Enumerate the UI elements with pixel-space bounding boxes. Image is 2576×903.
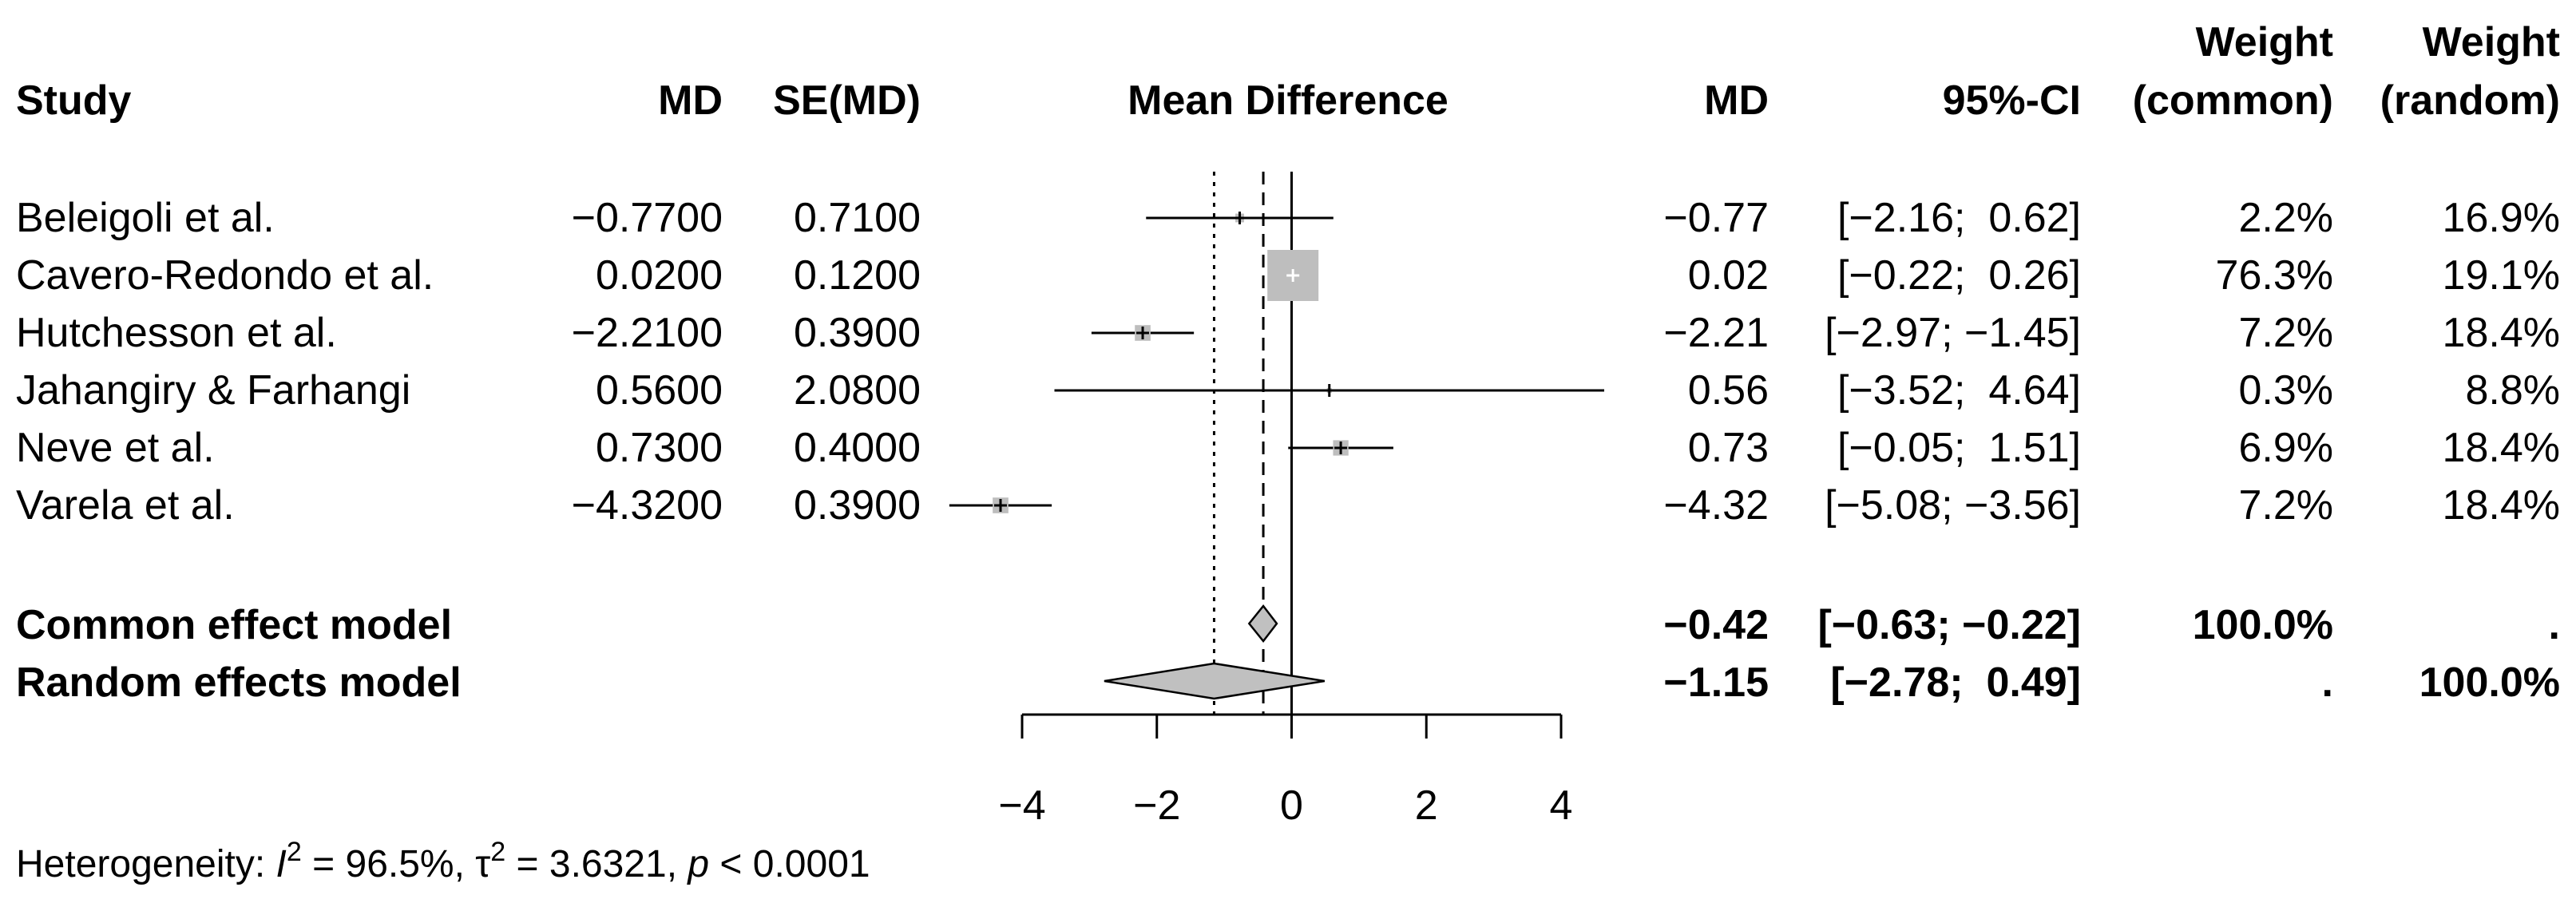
study-se: 0.1200 [794,252,921,299]
study-weight-random: 19.1% [2443,252,2560,299]
tau-value: = 3.6321, [505,843,688,885]
study-md: −0.7700 [572,195,723,241]
study-weight-random: 18.4% [2443,310,2560,356]
p-symbol: p [686,843,709,885]
x-tick-label: 2 [1415,782,1438,829]
study-label: Beleigoli et al. [16,195,275,241]
study-ci: [−2.16; 0.62] [1837,195,2081,241]
study-md-out: −2.21 [1663,310,1769,356]
random-model-ci: [−2.78; 0.49] [1830,659,2081,706]
common-model-weight-common: 100.0% [2193,602,2333,648]
study-md: 0.7300 [596,425,723,471]
study-ci: [−3.52; 4.64] [1837,367,2081,414]
header-se-md: SE(MD) [773,77,921,124]
random-effects-diamond [1104,662,1326,700]
study-se: 0.3900 [794,482,921,529]
header-ci: 95%-CI [1943,77,2081,124]
study-ci: [−2.97; −1.45] [1825,310,2081,356]
plot-area: −4 −2 0 2 4 [949,172,1604,829]
study-weight-common: 2.2% [2238,195,2333,241]
study-md-out: 0.02 [1688,252,1769,299]
header-md-out: MD [1704,77,1769,124]
study-weight-common: 0.3% [2238,367,2333,414]
common-model-md: −0.42 [1663,602,1769,648]
study-weight-random: 18.4% [2443,482,2560,529]
study-md: −2.2100 [572,310,723,356]
x-tick-label: 4 [1550,782,1573,829]
study-weight-common: 7.2% [2238,482,2333,529]
p-value: < 0.0001 [709,843,870,885]
study-md: 0.5600 [596,367,723,414]
x-tick-label: −4 [998,782,1045,829]
study-md: −4.3200 [572,482,723,529]
header-weight-random-1: Weight [2423,19,2560,65]
header-plot-title: Mean Difference [1127,77,1449,124]
study-md-out: −0.77 [1663,195,1769,241]
study-weight-common: 6.9% [2238,425,2333,471]
study-label: Hutchesson et al. [16,310,337,356]
study-label: Cavero-Redondo et al. [16,252,434,299]
header-weight-common-2: (common) [2133,77,2333,124]
study-ci: [−0.22; 0.26] [1837,252,2081,299]
tau-superscript: 2 [490,837,505,867]
study-ci: [−0.05; 1.51] [1837,425,2081,471]
pooled-rows: Common effect model −0.42 [−0.63; −0.22]… [16,602,2560,706]
random-model-weight-random: 100.0% [2419,659,2560,706]
header-weight-common-1: Weight [2196,19,2333,65]
study-rows: Beleigoli et al. −0.7700 0.7100 −0.77 [−… [16,195,2560,529]
study-md: 0.0200 [596,252,723,299]
study-weight-random: 8.8% [2465,367,2560,414]
common-effect-diamond [1247,604,1278,644]
random-model-weight-common: . [2322,659,2333,706]
header-weight-random-2: (random) [2380,77,2560,124]
study-weight-random: 16.9% [2443,195,2560,241]
header-row: Study MD SE(MD) Mean Difference MD 95%-C… [16,19,2560,124]
study-md-out: 0.56 [1688,367,1769,414]
study-se: 0.4000 [794,425,921,471]
i2-value: = 96.5%, [302,843,475,885]
header-md: MD [658,77,723,124]
tau-symbol: τ [475,843,490,885]
study-weight-common: 76.3% [2216,252,2333,299]
study-se: 2.0800 [794,367,921,414]
study-label: Varela et al. [16,482,235,529]
study-md-out: 0.73 [1688,425,1769,471]
x-tick-label: −2 [1133,782,1180,829]
header-study: Study [16,77,132,124]
random-model-md: −1.15 [1663,659,1769,706]
random-model-label: Random effects model [16,659,462,706]
i2-superscript: 2 [287,837,302,867]
i2-symbol: I [276,843,287,885]
heterogeneity-prefix: Heterogeneity: [16,843,276,885]
common-model-ci: [−0.63; −0.22] [1817,602,2081,648]
study-label: Neve et al. [16,425,215,471]
study-se: 0.7100 [794,195,921,241]
heterogeneity-text: Heterogeneity: I2 = 96.5%, τ2 = 3.6321, … [16,837,870,885]
study-weight-random: 18.4% [2443,425,2560,471]
common-model-label: Common effect model [16,602,452,648]
study-label: Jahangiry & Farhangi [16,367,410,414]
x-tick-label: 0 [1280,782,1303,829]
study-se: 0.3900 [794,310,921,356]
study-md-out: −4.32 [1663,482,1769,529]
study-weight-common: 7.2% [2238,310,2333,356]
study-ci: [−5.08; −3.56] [1825,482,2081,529]
common-model-weight-random: . [2549,602,2560,648]
